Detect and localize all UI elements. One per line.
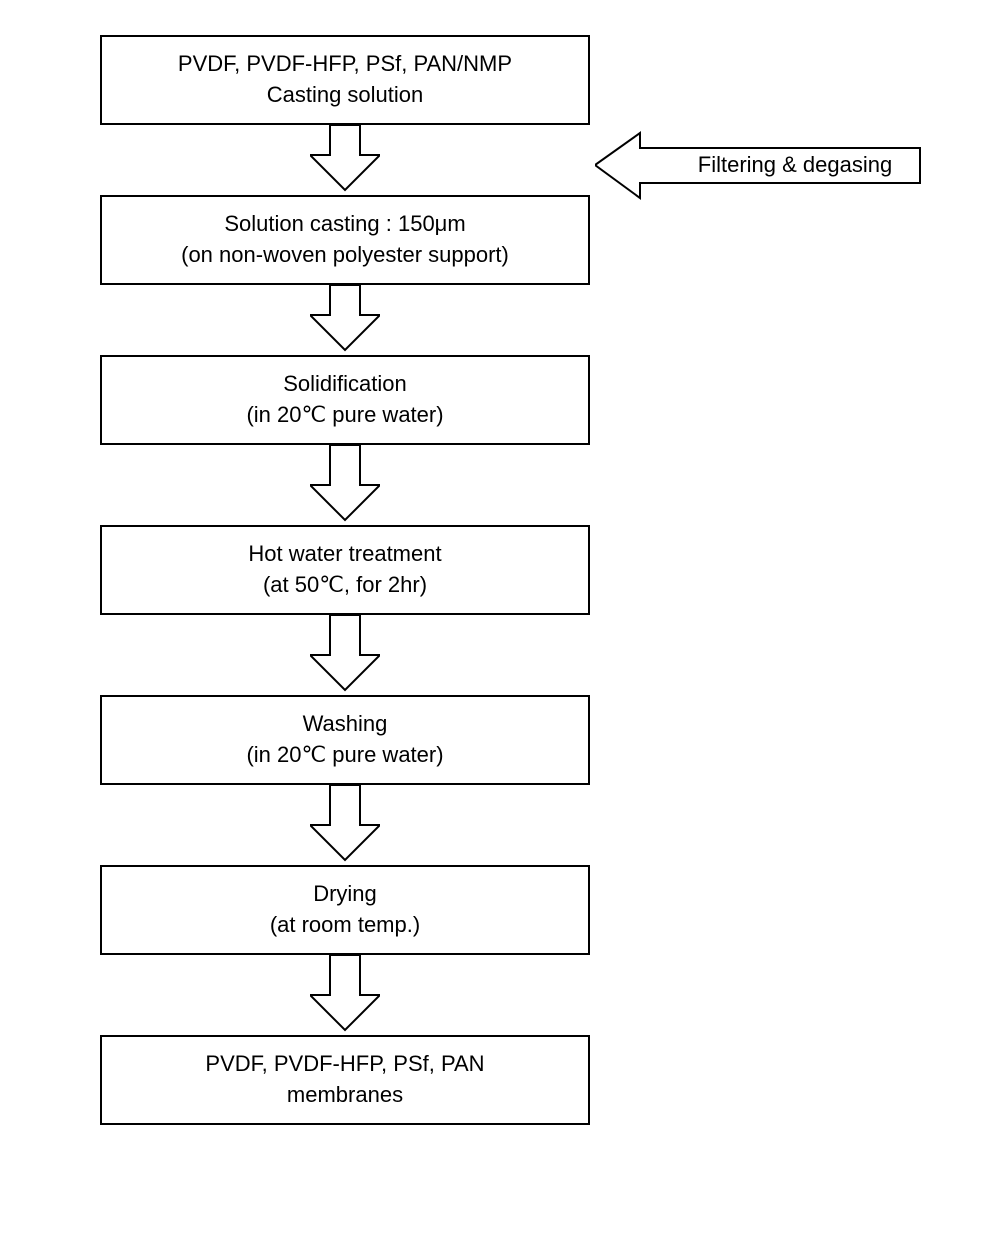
step7-line1: PVDF, PVDF-HFP, PSf, PAN: [205, 1049, 484, 1080]
down-arrow-3: [310, 445, 380, 525]
down-arrow-4: [310, 615, 380, 695]
step4-line2: (at 50℃, for 2hr): [263, 570, 427, 601]
process-step-6: Drying (at room temp.): [100, 865, 590, 955]
down-arrow-2: [310, 285, 380, 355]
step3-line1: Solidification: [283, 369, 407, 400]
process-step-1: PVDF, PVDF-HFP, PSf, PAN/NMP Casting sol…: [100, 35, 590, 125]
step2-line1: Solution casting : 150μm: [224, 209, 465, 240]
step1-line1: PVDF, PVDF-HFP, PSf, PAN/NMP: [178, 49, 512, 80]
side-label-filtering: Filtering & degasing: [680, 152, 910, 178]
flowchart-container: PVDF, PVDF-HFP, PSf, PAN/NMP Casting sol…: [0, 0, 1008, 1235]
process-step-4: Hot water treatment (at 50℃, for 2hr): [100, 525, 590, 615]
step1-line2: Casting solution: [267, 80, 424, 111]
step4-line1: Hot water treatment: [248, 539, 441, 570]
process-step-7: PVDF, PVDF-HFP, PSf, PAN membranes: [100, 1035, 590, 1125]
step6-line2: (at room temp.): [270, 910, 420, 941]
process-step-3: Solidification (in 20℃ pure water): [100, 355, 590, 445]
step5-line1: Washing: [303, 709, 388, 740]
step5-line2: (in 20℃ pure water): [246, 740, 443, 771]
process-step-5: Washing (in 20℃ pure water): [100, 695, 590, 785]
step7-line2: membranes: [287, 1080, 403, 1111]
step3-line2: (in 20℃ pure water): [246, 400, 443, 431]
down-arrow-1: [310, 125, 380, 195]
down-arrow-6: [310, 955, 380, 1035]
step6-line1: Drying: [313, 879, 377, 910]
down-arrow-5: [310, 785, 380, 865]
process-step-2: Solution casting : 150μm (on non-woven p…: [100, 195, 590, 285]
step2-line2: (on non-woven polyester support): [181, 240, 509, 271]
